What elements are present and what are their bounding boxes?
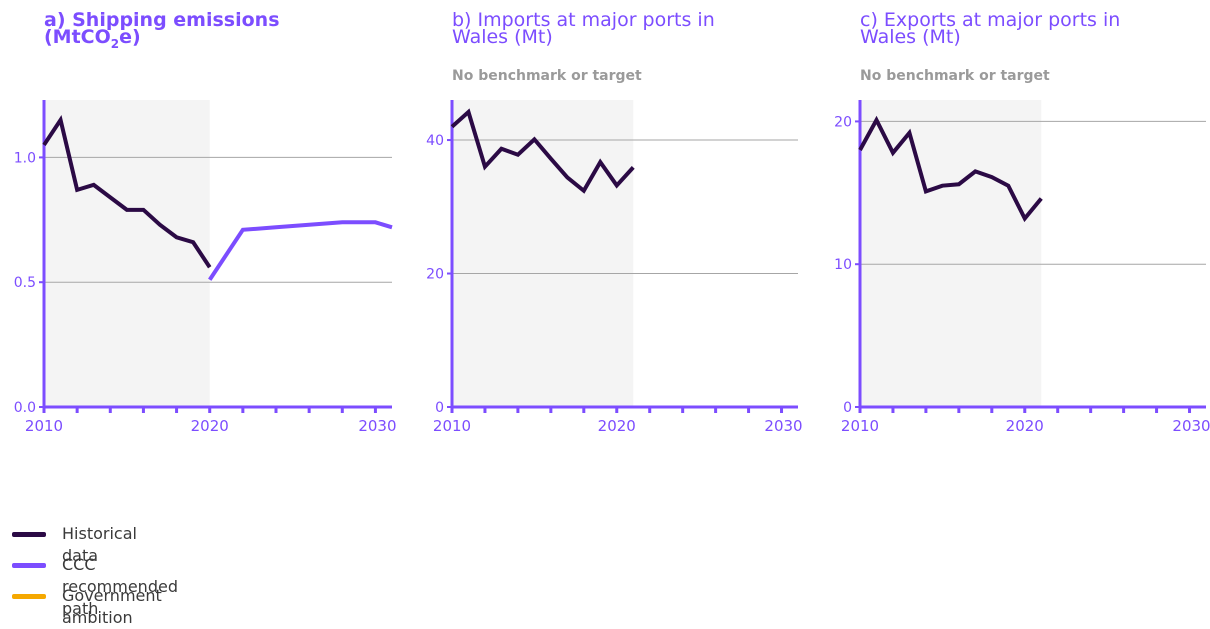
- panel-c-title-line1: c) Exports at major ports in: [860, 9, 1121, 31]
- panel-c-title: c) Exports at major ports in Wales (Mt): [860, 9, 1121, 48]
- panel-a-unit-pre: (MtCO: [44, 26, 111, 48]
- panel-b-subtitle: No benchmark or target: [452, 68, 642, 84]
- page: { "colors": { "historical": "#2b0a45", "…: [12, 9, 1210, 627]
- panel-a-unit-post: e): [119, 26, 141, 48]
- panel-b-title-line1: b) Imports at major ports in: [452, 9, 715, 31]
- panel-a-title: a) Shipping emissions (MtCO2e): [44, 9, 280, 53]
- legend-swatch-historical: [12, 532, 46, 537]
- legend-label-government: Government ambition: [62, 586, 162, 627]
- panel-a-xtick-label-1: 2020: [191, 417, 229, 435]
- panel-c-subtitle: No benchmark or target: [860, 68, 1050, 84]
- panel-c-shaded-region: [860, 100, 1042, 407]
- legend-label-historical: Historical data: [62, 524, 137, 565]
- panel-a-series-0-line: [42, 115, 212, 269]
- panel-a-xtick-label-0: 2010: [25, 417, 63, 435]
- legend-label-ccc: CCC recommended path: [62, 555, 178, 618]
- legend-swatch-government: [12, 594, 46, 599]
- panel-c-xtick-label-0: 2010: [841, 417, 879, 435]
- panel-a-xtick-label-2: 2030: [358, 417, 396, 435]
- panel-a-ytick-label-2: 1.0: [14, 150, 36, 166]
- panel-a-series-1-line: [208, 220, 393, 281]
- panel-a-unit-sub: 2: [110, 36, 120, 51]
- panel-c-xtick-label-1: 2020: [1006, 417, 1044, 435]
- panel-b-xtick-label-2: 2030: [764, 417, 802, 435]
- panel-b-xtick-label-0: 2010: [433, 417, 471, 435]
- panel-b-series-0-line: [450, 108, 635, 194]
- panel-b-ytick-label-2: 40: [426, 133, 444, 149]
- panel-b-title: b) Imports at major ports in Wales (Mt): [452, 9, 715, 48]
- panel-b-xtick-label-1: 2020: [598, 417, 636, 435]
- charts-canvas: 0.0 0.5 1.0 2010 2020 2030 0 20 40 2010 2020 2030 0 1…: [14, 100, 1210, 435]
- panel-c-ytick-label-1: 10: [834, 257, 852, 273]
- panel-c-title-line2: Wales (Mt): [860, 26, 961, 48]
- panel-a-shaded-region: [44, 100, 210, 407]
- panel-c-series-0-line: [858, 115, 1043, 223]
- panel-c-xtick-label-2: 2030: [1172, 417, 1210, 435]
- legend-swatch-ccc: [12, 563, 46, 568]
- panel-b-ytick-label-0: 0: [435, 400, 444, 416]
- panel-a-ytick-label-0: 0.0: [14, 400, 36, 416]
- panel-b-title-line2: Wales (Mt): [452, 26, 553, 48]
- panel-a-title-unit: (MtCO2e): [44, 26, 280, 53]
- panel-b-ytick-label-1: 20: [426, 267, 444, 283]
- panel-a-title-main: a) Shipping emissions: [44, 9, 280, 31]
- panel-c-ytick-label-0: 0: [843, 400, 852, 416]
- panel-a-ytick-label-1: 0.5: [14, 275, 36, 291]
- panel-c-ytick-label-2: 20: [834, 114, 852, 130]
